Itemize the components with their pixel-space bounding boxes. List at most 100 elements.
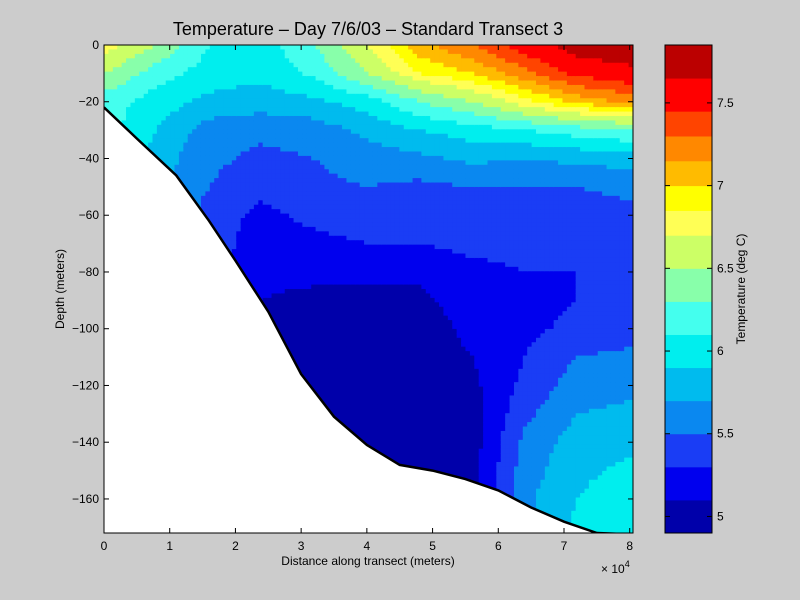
contour-cell bbox=[275, 302, 281, 308]
contour-cell bbox=[280, 249, 286, 255]
contour-cell bbox=[178, 142, 184, 148]
contour-cell bbox=[275, 249, 281, 255]
contour-cell bbox=[178, 138, 184, 144]
contour-cell bbox=[280, 155, 286, 161]
contour-cell bbox=[271, 67, 277, 73]
contour-cell bbox=[271, 58, 277, 64]
contour-cell bbox=[293, 124, 299, 130]
contour-cell bbox=[139, 49, 145, 55]
contour-cell bbox=[161, 98, 167, 104]
contour-cell bbox=[275, 297, 281, 303]
contour-cell bbox=[245, 266, 251, 272]
contour-cell bbox=[275, 213, 281, 219]
contour-cell bbox=[218, 200, 224, 206]
contour-cell bbox=[297, 93, 303, 99]
contour-cell bbox=[231, 235, 237, 241]
contour-cell bbox=[183, 102, 189, 108]
contour-cell bbox=[245, 45, 251, 51]
contour-cell bbox=[178, 147, 184, 153]
contour-cell bbox=[134, 45, 140, 51]
contour-cell bbox=[267, 271, 273, 277]
contour-cell bbox=[205, 107, 211, 113]
contour-cell bbox=[253, 45, 259, 51]
contour-cell bbox=[192, 195, 198, 201]
contour-cell bbox=[249, 142, 255, 148]
contour-cell bbox=[258, 102, 264, 108]
contour-cell bbox=[289, 324, 295, 330]
contour-cell bbox=[297, 346, 303, 352]
contour-cell bbox=[148, 93, 154, 99]
contour-cell bbox=[165, 89, 171, 95]
contour-cell bbox=[174, 58, 180, 64]
contour-cell bbox=[148, 53, 154, 59]
contour-cell bbox=[218, 120, 224, 126]
contour-cell bbox=[183, 115, 189, 122]
contour-cell bbox=[280, 302, 286, 308]
contour-cell bbox=[293, 222, 299, 228]
contour-cell bbox=[134, 111, 140, 117]
contour-cell bbox=[271, 302, 277, 308]
contour-cell bbox=[209, 133, 215, 139]
contour-cell bbox=[245, 67, 251, 73]
contour-cell bbox=[156, 124, 162, 130]
contour-cell bbox=[227, 138, 233, 144]
contour-cell bbox=[267, 257, 273, 263]
contour-cell bbox=[240, 231, 246, 237]
contour-cell bbox=[223, 124, 229, 130]
contour-cell bbox=[192, 89, 198, 95]
contour-cell bbox=[130, 124, 136, 130]
contour-cell bbox=[258, 204, 264, 210]
contour-cell bbox=[302, 124, 308, 130]
contour-cell bbox=[117, 84, 123, 90]
contour-cell bbox=[236, 120, 242, 126]
contour-cell bbox=[192, 71, 198, 77]
contour-cell bbox=[214, 80, 220, 86]
contour-cell bbox=[214, 160, 220, 166]
contour-cell bbox=[302, 147, 308, 153]
contour-cell bbox=[245, 195, 251, 201]
contour-cell bbox=[284, 160, 290, 166]
contour-cell bbox=[236, 160, 242, 166]
contour-cell bbox=[258, 244, 264, 250]
contour-cell bbox=[108, 98, 114, 104]
contour-cell bbox=[271, 266, 277, 272]
contour-cell bbox=[214, 169, 220, 175]
contour-cell bbox=[284, 253, 290, 259]
contour-cell bbox=[117, 115, 123, 122]
contour-cell bbox=[205, 200, 211, 206]
contour-cell bbox=[108, 49, 114, 55]
contour-cell bbox=[249, 275, 255, 281]
contour-cell bbox=[289, 311, 295, 317]
contour-cell bbox=[297, 115, 303, 122]
contour-cell bbox=[161, 45, 167, 51]
contour-cell bbox=[143, 107, 149, 113]
contour-cell bbox=[280, 76, 286, 82]
contour-cell bbox=[249, 213, 255, 219]
contour-cell bbox=[236, 142, 242, 148]
contour-cell bbox=[240, 173, 246, 179]
contour-cell bbox=[275, 76, 281, 82]
contour-cell bbox=[218, 142, 224, 148]
contour-cell bbox=[183, 182, 189, 188]
contour-cell bbox=[192, 115, 198, 122]
contour-cell bbox=[187, 124, 193, 130]
contour-cell bbox=[174, 98, 180, 104]
contour-cell bbox=[284, 209, 290, 215]
contour-cell bbox=[275, 209, 281, 215]
contour-cell bbox=[209, 93, 215, 99]
contour-cell bbox=[236, 67, 242, 73]
contour-cell bbox=[280, 280, 286, 286]
contour-cell bbox=[174, 147, 180, 153]
contour-cell bbox=[293, 355, 299, 361]
contour-cell bbox=[240, 93, 246, 99]
contour-cell bbox=[192, 76, 198, 82]
contour-cell bbox=[227, 195, 233, 201]
contour-cell bbox=[156, 142, 162, 148]
contour-cell bbox=[205, 80, 211, 86]
contour-cell bbox=[253, 280, 259, 286]
contour-cell bbox=[218, 231, 224, 237]
contour-cell bbox=[104, 49, 110, 55]
contour-cell bbox=[258, 107, 264, 113]
contour-cell bbox=[170, 142, 176, 148]
contour-cell bbox=[280, 151, 286, 157]
